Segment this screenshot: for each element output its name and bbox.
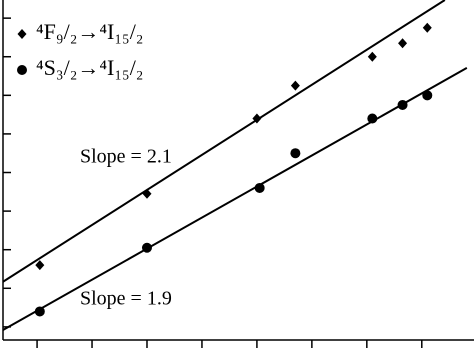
legend-label: ⁴F₉/₂→⁴I₁₅/₂ xyxy=(36,19,143,44)
fit-line xyxy=(2,67,468,331)
point xyxy=(254,182,265,193)
point xyxy=(422,90,433,101)
point xyxy=(397,99,408,110)
legend-marker xyxy=(17,65,27,75)
point xyxy=(252,113,262,124)
annotation: Slope = 2.1 xyxy=(80,146,172,168)
annotation: Slope = 1.9 xyxy=(80,288,172,310)
point xyxy=(34,306,45,317)
fit-line xyxy=(2,0,446,283)
point xyxy=(141,242,152,253)
legend-marker xyxy=(17,29,27,39)
point xyxy=(35,260,45,271)
point xyxy=(290,80,300,91)
point xyxy=(422,22,432,33)
point xyxy=(142,188,152,199)
point xyxy=(398,38,408,49)
legend-label: ⁴S₃/₂→⁴I₁₅/₂ xyxy=(36,55,143,80)
point xyxy=(367,51,377,62)
point xyxy=(367,113,378,124)
point xyxy=(290,148,301,159)
